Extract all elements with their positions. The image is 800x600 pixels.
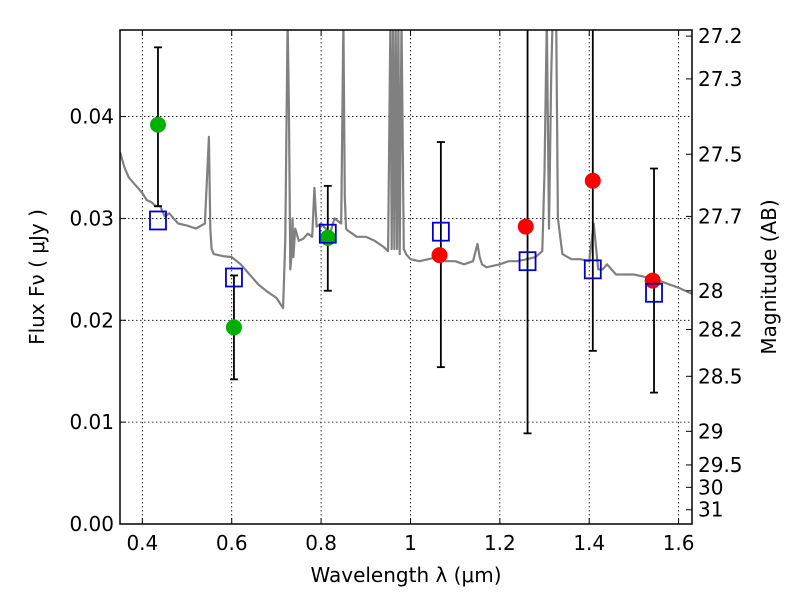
y2-tick-label: 29.5 (698, 453, 743, 477)
data-point-circle (517, 218, 534, 235)
x-tick-label: 0.4 (126, 531, 158, 555)
data-point-square (645, 282, 663, 303)
y2-tick-label: 27.7 (698, 204, 743, 228)
y2-tick-label: 27.3 (698, 67, 743, 91)
x-tick-label: 1.2 (484, 531, 516, 555)
model-spectrum-group (120, 30, 692, 310)
x-axis-label: Wavelength λ (μm) (310, 563, 501, 587)
y2-tick-label: 28 (698, 279, 723, 303)
y2-tick-label: 27.2 (698, 24, 743, 48)
y-axis-label: Flux Fν ( μJy ) (25, 209, 49, 345)
plot-area (120, 30, 692, 524)
plot-frame (119, 29, 693, 525)
data-point-circle (644, 272, 661, 289)
data-point-square (149, 210, 167, 231)
x-tick-label: 1.4 (573, 531, 605, 555)
data-point-circle (584, 172, 601, 189)
data-point-circle (431, 247, 448, 264)
ticks-group: 0.4 0.6 0.8 1 1.2 1.4 1.6 0.00 0.01 0.02 0.03 0.04 2… (69, 24, 742, 555)
y-tick-label: 0.02 (69, 308, 114, 332)
y-tick-label: 0.01 (69, 410, 114, 434)
markers-group (149, 116, 663, 336)
data-point-square (518, 251, 537, 272)
y2-tick-label: 27.5 (698, 142, 743, 166)
y2-tick-label: 31 (698, 498, 723, 522)
x-tick-label: 0.8 (305, 531, 337, 555)
data-point-square (225, 267, 243, 288)
y-tick-label: 0.04 (69, 105, 114, 129)
y2-axis-label: Magnitude (AB) (757, 199, 781, 354)
x-tick-label: 0.6 (216, 531, 248, 555)
y2-tick-label: 28.2 (698, 317, 743, 341)
y-tick-label: 0.03 (69, 206, 114, 230)
x-tick-label: 1.6 (663, 531, 695, 555)
y2-tick-label: 29 (698, 419, 723, 443)
y2-tick-label: 30 (698, 475, 723, 499)
data-point-circle (225, 319, 242, 336)
data-point-circle (149, 116, 166, 133)
y-tick-label: 0.00 (69, 512, 114, 536)
data-point-square (431, 221, 450, 242)
model-spectrum-line (120, 30, 692, 310)
x-tick-label: 1 (404, 531, 417, 555)
y2-tick-label: 28.5 (698, 364, 743, 388)
data-point-square (318, 223, 337, 244)
data-point-square (583, 259, 602, 280)
grid-lines (120, 30, 692, 524)
